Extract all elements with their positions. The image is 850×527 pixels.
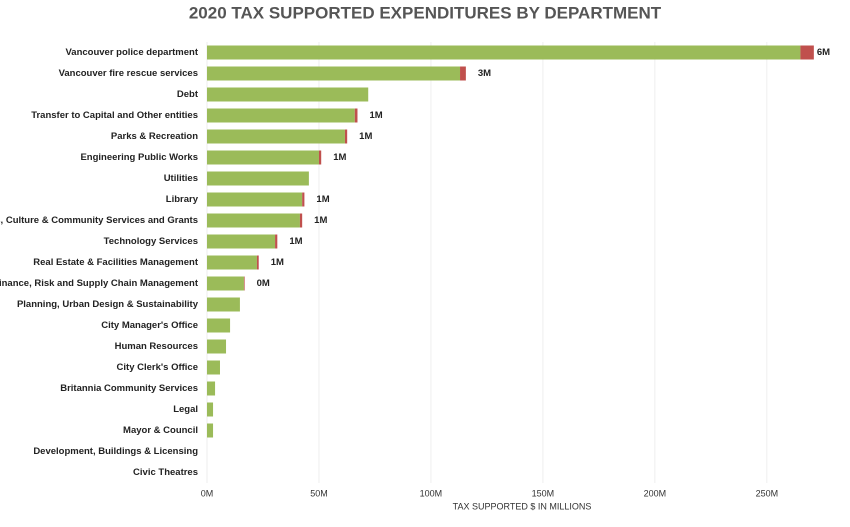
x-tick-label: 150M [532, 488, 555, 498]
category-label: Library [166, 194, 199, 205]
category-label: Transfer to Capital and Other entities [31, 110, 198, 121]
category-label: Finance, Risk and Supply Chain Managemen… [0, 278, 199, 289]
bar-segment [207, 129, 345, 144]
bar-segment [207, 402, 214, 417]
x-tick-label: 0M [201, 488, 214, 498]
data-label: 1M [369, 110, 382, 121]
data-label: 1M [359, 131, 372, 142]
category-label: Mayor & Council [123, 425, 198, 436]
chart-title: 2020 TAX SUPPORTED EXPENDITURES BY DEPAR… [189, 3, 662, 22]
bar-segment [207, 423, 214, 438]
category-label: Human Resources [115, 341, 198, 352]
bar-segment [302, 192, 305, 207]
category-label: Civic Theatres [133, 467, 198, 478]
bar-segment [207, 360, 220, 375]
bar-segment [207, 234, 276, 249]
bar-segment [207, 192, 303, 207]
bar-segment [354, 108, 358, 123]
category-label: Technology Services [104, 236, 198, 247]
category-label: City Manager's Office [101, 320, 198, 331]
category-label: Utilities [164, 173, 198, 184]
category-label: Real Estate & Facilities Management [33, 257, 199, 268]
bar-segment [207, 108, 355, 123]
bar-segment [207, 66, 461, 81]
category-label: Engineering Public Works [80, 152, 198, 163]
bar-segment [243, 276, 245, 291]
x-tick-label: 250M [756, 488, 779, 498]
bar-segment [207, 87, 369, 102]
bar-segment [207, 255, 257, 270]
category-label: Britannia Community Services [60, 383, 198, 394]
data-label: 1M [314, 215, 327, 226]
data-label: 1M [316, 194, 329, 205]
bar-segment [460, 66, 466, 81]
bar-segment [207, 297, 240, 312]
bar-segment [207, 213, 300, 228]
category-label: City Clerk's Office [117, 362, 198, 373]
bar-segment [800, 45, 814, 60]
bar-segment [299, 213, 303, 228]
data-label: 1M [289, 236, 302, 247]
category-label: Vancouver police department [65, 47, 198, 58]
bar-segment [344, 129, 348, 144]
bar-segment [207, 381, 216, 396]
bar-segment [256, 255, 259, 270]
bar-segment [207, 318, 231, 333]
category-label: Legal [173, 404, 198, 415]
category-label: Arts, Culture & Community Services and G… [0, 215, 198, 226]
bar-segment [275, 234, 278, 249]
data-label: 3M [478, 68, 491, 79]
category-label: Vancouver fire rescue services [59, 68, 198, 79]
x-tick-label: 100M [420, 488, 443, 498]
x-tick-label: 200M [644, 488, 667, 498]
x-tick-label: 50M [310, 488, 328, 498]
bar-segment [207, 45, 801, 60]
x-axis-label: TAX SUPPORTED $ IN MILLIONS [453, 501, 592, 511]
data-label: 6M [817, 47, 830, 58]
data-label: 0M [257, 278, 270, 289]
bar-segment [318, 150, 322, 165]
bar-segment [207, 339, 227, 354]
category-label: Parks & Recreation [111, 131, 198, 142]
bar-segment [207, 276, 244, 291]
category-label: Planning, Urban Design & Sustainability [17, 299, 199, 310]
data-label: 1M [271, 257, 284, 268]
bar-segment [207, 150, 319, 165]
bar-segment [207, 171, 309, 186]
data-label: 1M [333, 152, 346, 163]
category-label: Development, Buildings & Licensing [33, 446, 198, 457]
category-label: Debt [177, 89, 199, 100]
